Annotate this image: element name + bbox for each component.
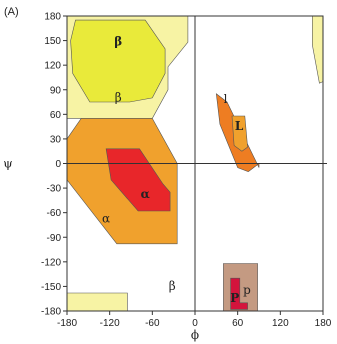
- zero-lines: [63, 16, 327, 311]
- y-tick-label: -150: [41, 282, 61, 293]
- x-tick-label: -120: [100, 318, 120, 329]
- y-tick-label: 30: [50, 134, 62, 145]
- region-label-7: p: [243, 283, 251, 297]
- region-core-9: [230, 277, 248, 310]
- region-generous-3: [66, 292, 128, 312]
- x-axis-label: ϕ: [191, 328, 199, 342]
- region-core-1: [70, 19, 166, 103]
- y-axis-label: ψ: [3, 157, 12, 171]
- panel-label: (A): [4, 6, 19, 18]
- region-label-1: β: [115, 90, 122, 104]
- y-tick-label: 60: [50, 110, 62, 121]
- y-tick-label: -120: [41, 257, 61, 268]
- region-label-8: P: [230, 291, 239, 305]
- region-generous-2: [311, 15, 324, 84]
- y-tick-label: -60: [47, 208, 62, 219]
- y-tick-label: -30: [47, 184, 62, 195]
- x-tick-label: 120: [272, 318, 289, 329]
- x-tick-label: 0: [192, 318, 198, 329]
- x-tick-label: -60: [145, 318, 160, 329]
- region-label-4: β: [169, 279, 176, 293]
- region-label-5: l: [224, 92, 228, 106]
- y-tick-label: 180: [44, 12, 61, 23]
- region-core-5: [105, 148, 171, 212]
- y-tick-label: -180: [41, 307, 61, 318]
- region-core-7: [231, 115, 248, 152]
- y-axis-ticks: 180 150 120 90 60 30 0 -30 -60 -90 -120 -150 -180: [41, 12, 67, 318]
- y-tick-label: 0: [55, 159, 61, 170]
- y-tick-label: -90: [47, 233, 62, 244]
- x-tick-label: 180: [315, 318, 332, 329]
- y-tick-label: 150: [44, 36, 61, 47]
- region-label-6: L: [235, 119, 244, 133]
- regions-layer: [66, 15, 324, 312]
- x-tick-label: 60: [232, 318, 244, 329]
- region-label-0: β: [114, 35, 122, 49]
- region-label-2: α: [141, 187, 150, 201]
- x-tick-label: -180: [57, 318, 77, 329]
- x-axis-ticks: -180 -120 -60 0 60 120 180: [57, 311, 332, 329]
- y-tick-label: 120: [44, 61, 61, 72]
- y-tick-label: 90: [50, 85, 62, 96]
- region-label-3: α: [102, 212, 110, 226]
